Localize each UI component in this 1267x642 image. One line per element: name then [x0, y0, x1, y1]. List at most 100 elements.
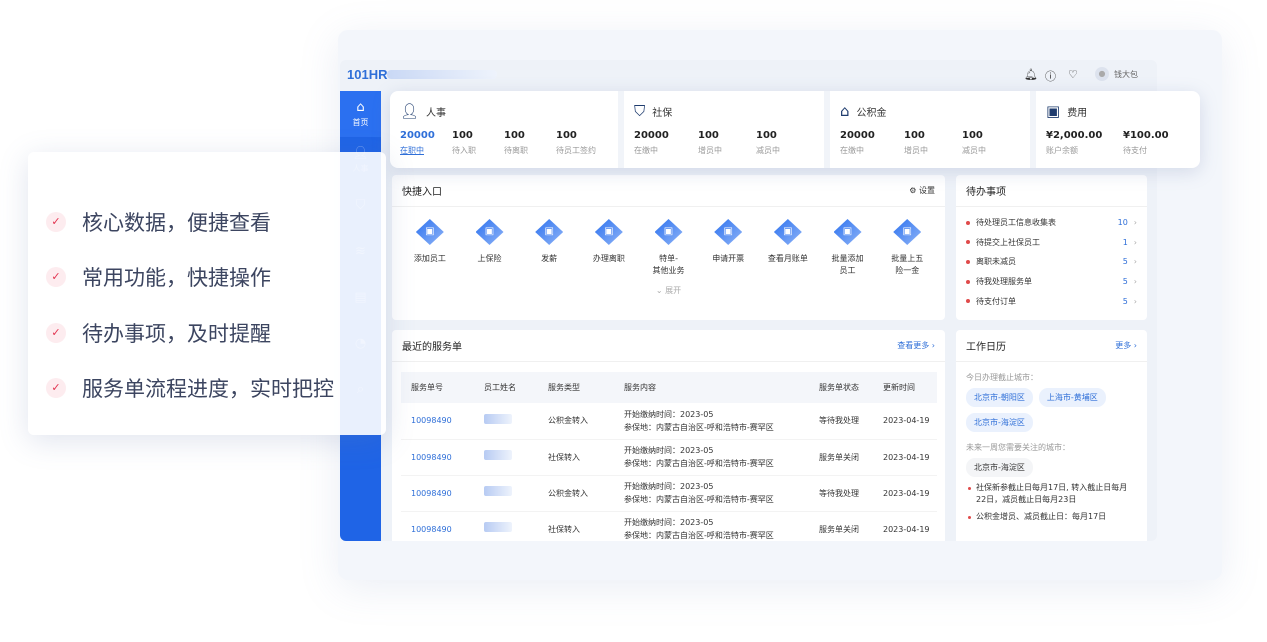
employee-name-cell	[474, 511, 538, 541]
expand-button[interactable]: ⌄ 展开	[392, 285, 945, 296]
stat-item[interactable]: 100 待入职	[452, 130, 504, 156]
stat-label: 在缴中	[840, 146, 864, 155]
redacted-name	[484, 486, 512, 496]
start-time: 开始缴纳时间：2023-05	[624, 518, 714, 527]
service-orders-card: 最近的服务单 查看更多 › 服务单号 员工姓名 服务类型 服务内容 服务单状态 更新时间 10…	[392, 330, 945, 541]
stat-item[interactable]: 20000 在缴中	[840, 130, 904, 156]
heart-icon[interactable]: ♡	[1068, 68, 1078, 81]
location: 参保地：内蒙古自治区-呼和浩特市-赛罕区	[624, 531, 774, 540]
todo-label: 离职未减员	[976, 257, 1016, 267]
feature-item: ✓ 常用功能，快捷操作	[46, 250, 386, 306]
red-dot-icon	[966, 240, 970, 245]
stat-item[interactable]: ¥100.00 待支付	[1123, 130, 1200, 156]
city-tag[interactable]: 北京市-海淀区	[966, 413, 1033, 432]
stat-item[interactable]: 100 增员中	[698, 130, 756, 156]
feature-text: 核心数据，便捷查看	[82, 210, 271, 235]
stat-label: 减员中	[962, 146, 986, 155]
todo-label: 待我处理服务单	[976, 277, 1032, 287]
stat-label: 增员中	[698, 146, 722, 155]
quick-entry-label: 特单- 其他业务	[652, 254, 685, 275]
check-icon: ✓	[46, 211, 66, 232]
quick-entry-label: 批量上五 险一金	[891, 254, 924, 275]
avatar: ●	[1095, 67, 1109, 81]
update-time: 2023-04-19	[883, 416, 930, 426]
sidebar-item-0[interactable]: ⌂ 首页	[340, 91, 381, 137]
table-row[interactable]: 10098490 社保转入 开始缴纳时间：2023-05 参保地：内蒙古自治区-呼和浩…	[401, 439, 937, 475]
todo-count: 1	[1122, 237, 1128, 247]
start-time: 开始缴纳时间：2023-05	[624, 482, 714, 491]
feature-item: ✓ 核心数据，便捷查看	[46, 194, 386, 250]
todo-item[interactable]: 离职未减员 5 ›	[956, 252, 1147, 272]
todo-card: 待办事项 待处理员工信息收集表 10 › 待提交上社保员工 1 › 离职未减员 5 › 待我处理服…	[956, 175, 1147, 320]
quick-entry-item[interactable]: ▣ 特单- 其他业务	[639, 219, 699, 277]
quick-entry-item[interactable]: ▣ 发薪	[519, 219, 579, 277]
red-dot-icon	[966, 299, 970, 304]
stat-item[interactable]: ¥2,000.00 账户余额	[1046, 130, 1123, 156]
home-icon: ⌂	[356, 100, 365, 115]
help-icon[interactable]: ⓘ	[1045, 70, 1056, 83]
user-menu[interactable]: ● 钱大包	[1095, 67, 1138, 81]
order-id-link[interactable]: 10098490	[411, 452, 452, 462]
quick-entry-item[interactable]: ▣ 查看月账单	[758, 219, 818, 277]
stat-item[interactable]: 20000 在缴中	[634, 130, 698, 156]
quick-entry-label: 添加员工	[413, 254, 446, 263]
user-name: 钱大包	[1114, 69, 1138, 79]
feature-list-card: ✓ 核心数据，便捷查看 ✓ 常用功能，快捷操作 ✓ 待办事项，及时提醒 ✓ 服务单流程进度，实…	[28, 152, 386, 435]
stat-title: 公积金	[856, 107, 887, 119]
quick-entry-item[interactable]: ▣ 上保险	[460, 219, 520, 277]
gear-icon: ⚙	[909, 186, 917, 195]
quick-entry-icon: ▣	[415, 219, 444, 245]
stat-item[interactable]: 100 减员中	[962, 130, 1020, 156]
view-more-label: 查看更多	[897, 341, 930, 350]
calendar-more-link[interactable]: 更多 ›	[1115, 341, 1137, 350]
stat-item[interactable]: 100 增员中	[904, 130, 962, 156]
bell-icon[interactable]: 🔔︎	[1024, 68, 1038, 81]
employee-name-cell	[474, 439, 538, 475]
order-id-link[interactable]: 10098490	[411, 416, 452, 426]
service-type: 公积金转入	[548, 488, 588, 498]
feature-text: 常用功能，快捷操作	[82, 266, 271, 291]
stat-item[interactable]: 20000 在职中	[400, 130, 452, 156]
quick-entry-item[interactable]: ▣ 办理离职	[579, 219, 639, 277]
quick-entry-item[interactable]: ▣ 批量上五 险一金	[877, 219, 937, 277]
column-header: 服务内容	[614, 372, 809, 403]
city-tag[interactable]: 北京市-朝阳区	[966, 388, 1033, 407]
service-type: 公积金转入	[548, 416, 588, 426]
chevron-right-icon: ›	[1133, 237, 1137, 247]
top-bar: 101HR 🔔︎ ⓘ ♡ ● 钱大包	[340, 60, 1157, 90]
stat-item[interactable]: 100 待员工签约	[556, 130, 608, 156]
city-tag[interactable]: 上海市-黄埔区	[1038, 388, 1106, 407]
week-city-tag[interactable]: 北京市-海淀区	[966, 458, 1033, 477]
table-row[interactable]: 10098490 公积金转入 开始缴纳时间：2023-05 参保地：内蒙古自治区-呼和…	[401, 475, 937, 511]
stat-title: 社保	[652, 107, 673, 119]
view-more-link[interactable]: 查看更多 ›	[897, 341, 935, 350]
quick-entry-item[interactable]: ▣ 批量添加 员工	[818, 219, 878, 277]
stat-label: 增员中	[904, 146, 928, 155]
redacted-name	[484, 450, 512, 460]
stat-item[interactable]: 100 减员中	[756, 130, 814, 156]
stat-item[interactable]: 100 待离职	[504, 130, 556, 156]
todo-item[interactable]: 待处理员工信息收集表 10 ›	[956, 213, 1147, 233]
order-id-link[interactable]: 10098490	[411, 524, 452, 534]
quick-entry-item[interactable]: ▣ 申请开票	[698, 219, 758, 277]
stat-section: 👤︎ 人事 20000 在职中 100 待入职 100 待离职 100 待员工签约	[390, 91, 624, 168]
stat-value: ¥2,000.00	[1046, 130, 1103, 141]
red-dot-icon	[966, 220, 970, 225]
stats-banner: 👤︎ 人事 20000 在职中 100 待入职 100 待离职 100 待员工签约 ⛉ 社保 20000…	[390, 91, 1200, 168]
settings-button[interactable]: ⚙ 设置	[909, 185, 935, 196]
order-id-link[interactable]: 10098490	[411, 488, 452, 498]
calendar-card: 工作日历 更多 › 今日办理截止城市： 北京市-朝阳区 上海市-黄埔区 北京市-海淀区…	[956, 330, 1147, 541]
table-row[interactable]: 10098490 社保转入 开始缴纳时间：2023-05 参保地：内蒙古自治区-呼和浩…	[401, 511, 937, 541]
todo-item[interactable]: 待支付订单 5 ›	[956, 291, 1147, 311]
redacted-name	[484, 413, 512, 424]
calendar-note: 公积金增员、减员截止日：每月17日	[956, 511, 1147, 523]
stat-value: 100	[698, 130, 719, 141]
quick-entry-item[interactable]: ▣ 添加员工	[400, 219, 460, 277]
company-name-placeholder	[387, 70, 497, 79]
service-content: 开始缴纳时间：2023-05 参保地：内蒙古自治区-呼和浩特市-赛罕区	[614, 511, 809, 541]
stat-label: 减员中	[756, 146, 780, 155]
quick-entry-icon: ▣	[594, 219, 623, 245]
table-row[interactable]: 10098490 公积金转入 开始缴纳时间：2023-05 参保地：内蒙古自治区-呼和…	[401, 403, 937, 439]
todo-item[interactable]: 待我处理服务单 5 ›	[956, 272, 1147, 292]
todo-item[interactable]: 待提交上社保员工 1 ›	[956, 233, 1147, 253]
